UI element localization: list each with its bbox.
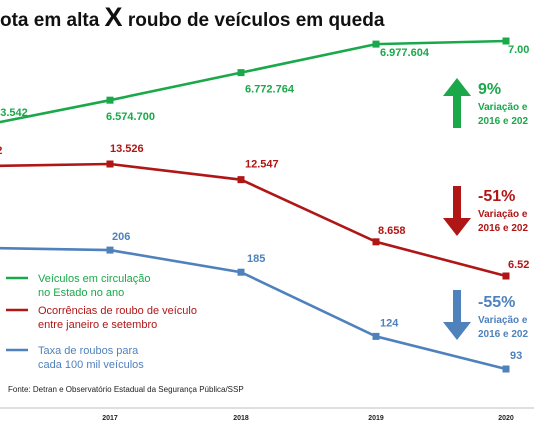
legend-label-2: entre janeiro e setembro xyxy=(38,319,157,331)
data-point xyxy=(106,160,114,168)
data-point xyxy=(372,332,380,340)
data-point xyxy=(372,238,380,246)
data-label: 6.977.604 xyxy=(380,47,430,59)
x-tick-label: 2019 xyxy=(368,415,384,422)
variation-percent: -55% xyxy=(478,294,515,311)
title-part-2: roubo de veículos em queda xyxy=(123,10,385,31)
x-tick-label: 2018 xyxy=(233,415,249,422)
chart-title: ota em alta X roubo de veículos em queda xyxy=(0,2,385,32)
title-part-1: ota em alta xyxy=(0,10,105,31)
series-layer: 403.5426.574.7006.772.7646.977.6047.0040… xyxy=(0,37,529,373)
arrow-down-icon xyxy=(443,186,471,236)
variation-3: -55% Variação e 2016 e 202 xyxy=(443,290,528,340)
data-point xyxy=(106,96,114,104)
legend-label: Veículos em circulação xyxy=(38,273,151,285)
variation-label-2: 2016 e 202 xyxy=(478,116,528,127)
data-point xyxy=(372,40,380,48)
data-label: 8.658 xyxy=(378,225,406,237)
data-label: 402 xyxy=(0,145,2,157)
variation-label-1: Variação e xyxy=(478,209,528,220)
variation-1: 9% Variação e 2016 e 202 xyxy=(443,78,528,128)
data-label: 6.574.700 xyxy=(106,111,155,123)
data-point xyxy=(502,365,510,373)
series-line xyxy=(0,39,507,124)
legend-label: Taxa de roubos para xyxy=(38,345,139,357)
data-label: 6.772.764 xyxy=(245,84,295,96)
variation-layer: 9% Variação e 2016 e 202 -51% Variação e 2016… xyxy=(443,78,528,340)
data-point xyxy=(502,272,510,280)
data-point xyxy=(237,69,245,77)
data-label: 206 xyxy=(112,231,130,243)
legend-item-2: Ocorrências de roubo de veículo entre jan… xyxy=(6,305,197,331)
arrow-up-icon xyxy=(443,78,471,128)
data-point xyxy=(237,176,245,184)
variation-label-1: Variação e xyxy=(478,102,528,113)
series-2: 402 13.526 12.547 8.658 6.52 xyxy=(0,143,529,280)
data-label: 124 xyxy=(380,317,399,329)
data-label: 185 xyxy=(247,253,265,265)
series-1: 403.542 6.574.700 6.772.764 6.977.604 7.00 xyxy=(0,37,529,124)
data-point xyxy=(502,37,510,45)
variation-percent: 9% xyxy=(478,81,501,98)
data-point xyxy=(237,268,245,276)
legend-label: Ocorrências de roubo de veículo xyxy=(38,305,197,317)
source-note: Fonte: Detran e Observatório Estadual da… xyxy=(8,385,244,394)
variation-label-2: 2016 e 202 xyxy=(478,329,528,340)
x-tick-label: 2017 xyxy=(102,415,118,422)
data-label: 7.00 xyxy=(508,44,529,56)
legend-item-1: Veículos em circulação no Estado no ano xyxy=(6,273,151,299)
data-label: 13.526 xyxy=(110,143,144,155)
data-label: 93 xyxy=(510,350,522,362)
arrow-down-icon xyxy=(443,290,471,340)
legend-item-3: Taxa de roubos para cada 100 mil veículos xyxy=(6,345,144,371)
series-3: 820618512493 xyxy=(0,231,522,373)
data-label: 403.542 xyxy=(0,107,28,119)
data-label: 6.52 xyxy=(508,259,529,271)
x-tick-label: 2020 xyxy=(498,415,514,422)
legend-label-2: cada 100 mil veículos xyxy=(38,359,144,371)
legend-label-2: no Estado no ano xyxy=(38,287,124,299)
variation-percent: -51% xyxy=(478,188,515,205)
variation-label-2: 2016 e 202 xyxy=(478,223,528,234)
x-axis-ticks: 2017 2018 2019 2020 xyxy=(102,415,514,422)
data-label: 12.547 xyxy=(245,159,279,171)
variation-label-1: Variação e xyxy=(478,315,528,326)
variation-2: -51% Variação e 2016 e 202 xyxy=(443,186,528,236)
data-point xyxy=(106,246,114,254)
legend: Veículos em circulação no Estado no ano Oc… xyxy=(6,273,197,371)
title-x-letter: X xyxy=(105,2,123,32)
